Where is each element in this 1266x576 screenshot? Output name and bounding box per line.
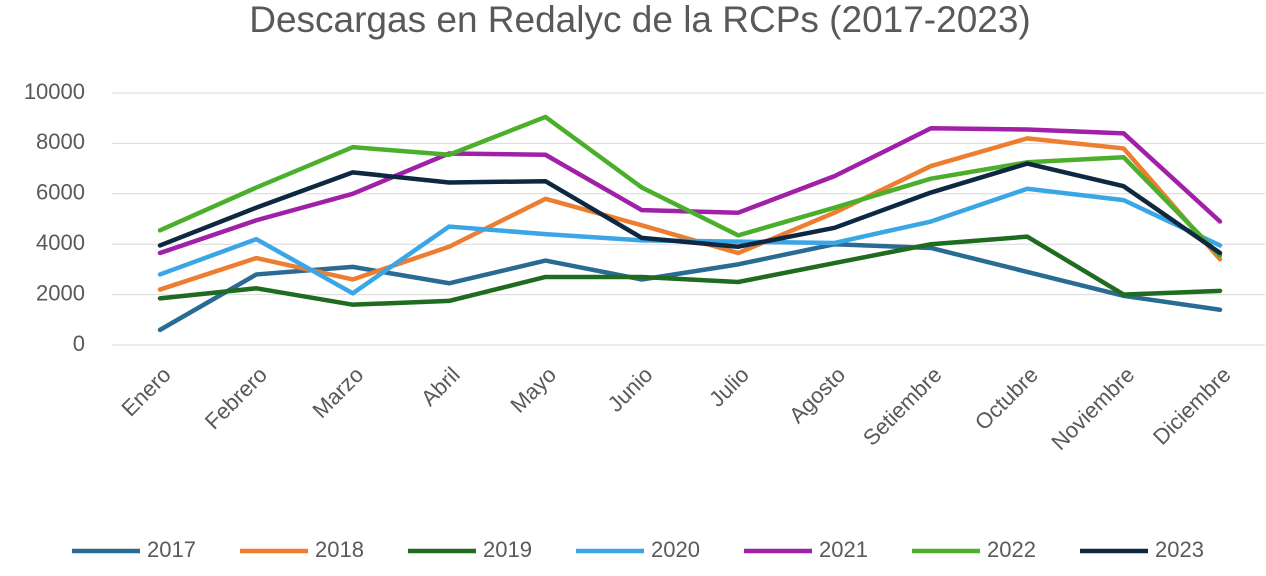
- legend-label: 2022: [987, 537, 1036, 562]
- series-line: [157, 241, 1223, 333]
- x-tick-label: Julio: [704, 362, 754, 412]
- x-tick-label: Diciembre: [1148, 362, 1236, 450]
- chart-title: Descargas en Redalyc de la RCPs (2017-20…: [249, 0, 1031, 40]
- x-tick-label: Mayo: [505, 362, 561, 418]
- x-tick-label: Octubre: [970, 362, 1043, 435]
- legend-label: 2018: [315, 537, 364, 562]
- legend-label: 2021: [819, 537, 868, 562]
- y-tick-label: 10000: [24, 79, 85, 104]
- series-line: [157, 234, 1223, 307]
- series-line: [157, 161, 1223, 256]
- y-tick-label: 0: [73, 331, 85, 356]
- legend-label: 2020: [651, 537, 700, 562]
- y-tick-label: 4000: [36, 230, 85, 255]
- y-tick-label: 6000: [36, 180, 85, 205]
- x-tick-label: Agosto: [784, 362, 850, 428]
- x-tick-label: Noviembre: [1046, 362, 1139, 455]
- y-tick-label: 8000: [36, 129, 85, 154]
- x-tick-label: Marzo: [307, 362, 368, 423]
- legend-label: 2023: [1155, 537, 1204, 562]
- x-tick-label: Enero: [116, 362, 175, 421]
- legend-label: 2019: [483, 537, 532, 562]
- legend-label: 2017: [147, 537, 196, 562]
- x-tick-label: Febrero: [200, 362, 272, 434]
- series-line: [157, 114, 1223, 258]
- x-tick-label: Junio: [603, 362, 658, 417]
- x-tick-label: Setiembre: [858, 362, 947, 451]
- x-tick-label: Abril: [416, 362, 465, 411]
- y-tick-label: 2000: [36, 280, 85, 305]
